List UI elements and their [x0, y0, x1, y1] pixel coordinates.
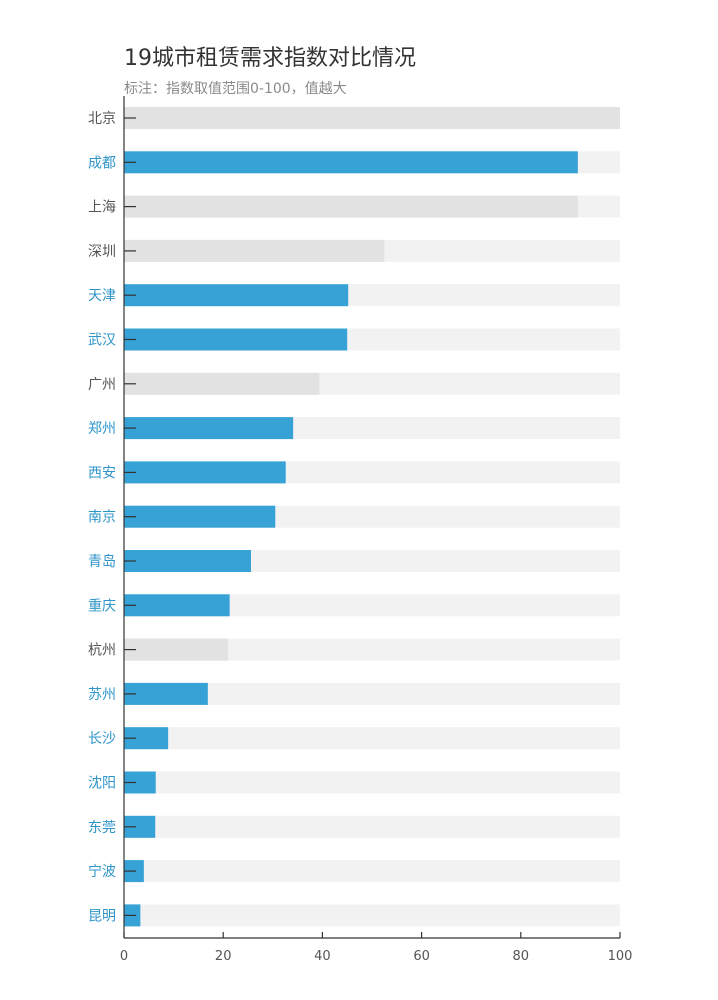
bar [124, 151, 578, 174]
bar [124, 638, 229, 661]
chart-title: 19城市租赁需求指数对比情况 [124, 46, 416, 71]
bar [124, 461, 286, 484]
bar-track [124, 860, 620, 883]
x-tick-label: 0 [120, 949, 128, 964]
x-tick-label: 100 [608, 949, 633, 964]
category-label: 广州 [88, 377, 116, 393]
category-label: 苏州 [88, 687, 116, 703]
category-label: 杭州 [88, 643, 116, 659]
bar [124, 682, 208, 705]
bar [124, 594, 230, 617]
category-label: 北京 [88, 111, 116, 127]
bar [124, 328, 348, 351]
category-label: 沈阳 [88, 776, 116, 792]
category-label: 长沙 [88, 731, 116, 747]
category-label: 西安 [88, 465, 116, 481]
bar-track [124, 682, 620, 705]
x-tick-label: 40 [314, 949, 331, 964]
chart-subtitle: 标注：指数取值范围0-100，值越大 [124, 81, 347, 97]
category-label: 南京 [88, 510, 116, 526]
bar-track [124, 638, 620, 661]
bar [124, 239, 385, 262]
bar [124, 727, 169, 750]
category-label: 武汉 [88, 333, 116, 349]
bar-track [124, 904, 620, 927]
bar [124, 195, 578, 218]
category-label: 青岛 [88, 554, 116, 570]
bar [124, 505, 276, 528]
bar-track [124, 727, 620, 750]
bar [124, 372, 320, 395]
category-label: 深圳 [88, 244, 116, 260]
category-label: 东莞 [88, 820, 116, 836]
bar [124, 107, 620, 129]
x-tick-label: 60 [413, 949, 430, 964]
bar-track [124, 815, 620, 838]
category-label: 上海 [88, 200, 116, 216]
bar [124, 815, 156, 838]
x-tick-label: 20 [215, 949, 232, 964]
bar [124, 771, 156, 794]
bar-track [124, 594, 620, 617]
category-label: 成都 [88, 155, 116, 171]
x-tick-label: 80 [513, 949, 530, 964]
bar [124, 417, 294, 440]
bar [124, 550, 251, 572]
bar [124, 284, 349, 307]
bar-track [124, 771, 620, 794]
category-label: 昆明 [88, 908, 116, 924]
category-label: 郑州 [88, 421, 116, 437]
category-label: 天津 [88, 288, 116, 304]
category-label: 宁波 [88, 863, 116, 880]
category-label: 重庆 [88, 598, 116, 614]
